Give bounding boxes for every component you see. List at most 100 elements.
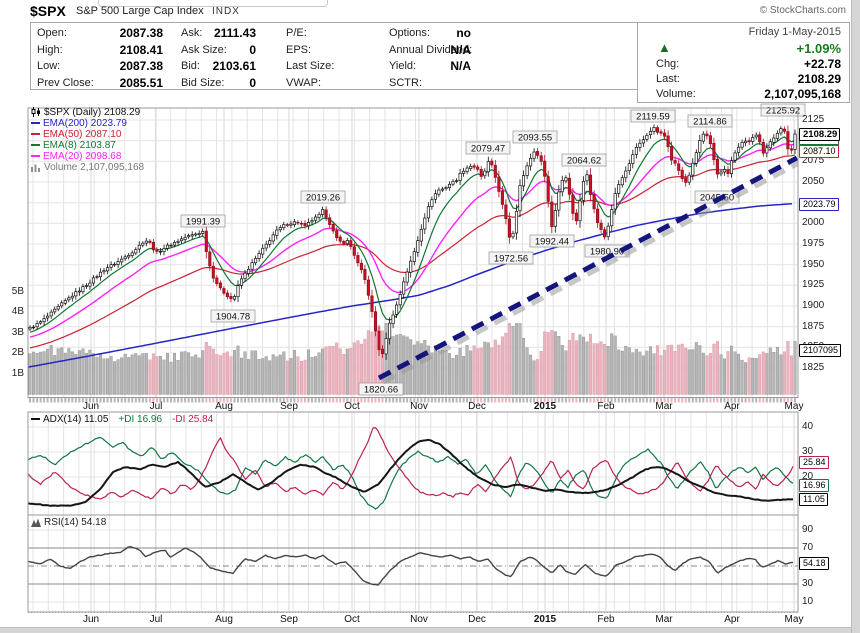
price-annotation: 2064.62: [561, 153, 607, 167]
adx-legend-item: -DI 25.84: [172, 414, 214, 425]
rsi-axis-label: 90: [802, 524, 814, 535]
svg-text:1992.44: 1992.44: [535, 237, 569, 248]
quote-field-label: Options:: [389, 27, 430, 39]
browser-tab-artifact: [98, 0, 328, 7]
x-axis-month-label: 2015: [533, 614, 557, 625]
x-axis-month-label: Sep: [280, 401, 298, 412]
price-axis-tag: 2087.10: [799, 145, 839, 158]
y-axis-label: 1900: [802, 300, 825, 311]
quote-field-value: 2085.51: [119, 75, 163, 90]
rsi-axis-label: 10: [802, 596, 814, 607]
adx-legend: ADX(14) 11.05 +DI 16.96 -DI 25.84: [31, 414, 223, 425]
quote-field-label: VWAP:: [286, 76, 322, 89]
price-axis-tag: 2107095: [799, 344, 842, 357]
price-annotation: 2019.26: [300, 190, 346, 204]
price-legend-item-text: EMA(50) 2087.10: [43, 129, 122, 140]
rsi-legend-item: RSI(14) 54.18: [31, 517, 106, 528]
line-swatch-icon: [31, 144, 40, 147]
quote-field-label: Last Size:: [286, 60, 335, 72]
quote-field-value: 2087.38: [119, 26, 163, 40]
copyright: © StockCharts.com: [759, 5, 846, 16]
price-legend-item: EMA(20) 2098.68: [31, 151, 121, 162]
x-axis-month-label: Dec: [468, 401, 486, 412]
quote-field-value: 2108.41: [119, 42, 163, 57]
quote-field-label: Bid Size:: [181, 76, 225, 89]
price-legend-item-text: EMA(20) 2098.68: [43, 151, 122, 162]
y-axis-label: 1875: [802, 320, 825, 332]
y-axis-label: 1825: [802, 362, 825, 373]
adx-axis-tag: 11.05: [799, 493, 828, 506]
svg-text:1904.78: 1904.78: [216, 312, 250, 323]
svg-text:2019.26: 2019.26: [306, 193, 340, 204]
svg-text:1820.66: 1820.66: [364, 385, 398, 396]
volume-axis-label: 1B: [11, 367, 24, 379]
price-annotation: 1992.44: [529, 234, 575, 248]
candlestick-icon: [31, 107, 40, 118]
price-legend-item-text: Volume 2,107,095,168: [44, 162, 145, 173]
rsi-legend-item-text: RSI(14) 54.18: [44, 517, 107, 528]
quote-field-value: no: [456, 26, 471, 40]
volume-label: Volume:: [656, 88, 696, 100]
price-annotation: 1991.39: [180, 214, 226, 228]
y-axis-label: 2050: [802, 176, 825, 187]
quote-field-label: High:: [37, 43, 63, 56]
quote-field-label: Bid:: [181, 60, 200, 72]
svg-text:2064.62: 2064.62: [567, 156, 601, 167]
x-axis-month-label: Mar: [655, 401, 673, 412]
price-annotation: 2114.86: [687, 114, 733, 128]
price-legend-item: $SPX (Daily) 2108.29: [31, 107, 140, 118]
quote-field-label: Open:: [37, 27, 67, 39]
x-axis-month-label: Nov: [410, 614, 428, 625]
x-axis-month-label: Feb: [597, 401, 615, 412]
price-legend-item-text: EMA(8) 2103.87: [43, 140, 116, 151]
y-axis-label: 1975: [802, 238, 825, 249]
x-axis-month-label: Jun: [82, 614, 100, 625]
window-bottom-edge: [0, 627, 860, 633]
rsi-axis-label: 30: [802, 578, 814, 589]
x-axis-month-label: May: [784, 401, 804, 412]
quote-field-value: N/A: [450, 59, 471, 73]
y-axis-label: 2000: [802, 217, 825, 229]
quote-date: Friday 1-May-2015: [748, 26, 841, 38]
y-axis-label: 1925: [802, 279, 825, 291]
quote-field-label: Low:: [37, 60, 61, 72]
price-legend-item: EMA(200) 2023.79: [31, 118, 127, 129]
quote-field-value: 2087.38: [119, 59, 163, 73]
quote-field-label: Annual Dividend:: [389, 43, 473, 56]
percent-change: +1.09%: [796, 41, 841, 56]
adx-axis-label: 20: [802, 471, 814, 482]
quote-field-label: Yield:: [389, 60, 417, 72]
volume-bars-icon: [31, 164, 40, 172]
svg-text:1972.56: 1972.56: [494, 254, 528, 265]
adx-axis-label: 30: [802, 446, 814, 457]
price-axis-tag: 2023.79: [799, 198, 839, 211]
x-axis-month-label: Nov: [410, 401, 428, 412]
y-axis-label: 2075: [802, 155, 825, 167]
quote-field-value: N/A: [450, 42, 471, 57]
quote-field-label: SCTR:: [389, 76, 422, 89]
quote-summary-box: Friday 1-May-2015 ▲ +1.09% Chg: +22.78 L…: [637, 22, 850, 103]
x-axis-month-label: Mar: [655, 614, 673, 625]
rsi-axis-tag: 54.18: [799, 557, 829, 570]
window-right-edge: [851, 0, 860, 633]
adx-axis-tag: 16.96: [799, 479, 829, 492]
last-label: Last:: [656, 73, 680, 85]
price-annotation: 2119.59: [630, 109, 676, 123]
svg-text:2114.86: 2114.86: [693, 117, 727, 128]
price-annotation: 2093.55: [512, 130, 558, 144]
volume-axis-label: 3B: [11, 326, 24, 338]
quote-field-value: 0: [249, 42, 256, 57]
quote-field-value: 2103.61: [212, 59, 256, 73]
chg-label: Chg:: [656, 58, 680, 70]
volume-value: 2,107,095,168: [764, 87, 841, 101]
y-axis-label: 1950: [802, 258, 825, 270]
svg-text:2079.47: 2079.47: [471, 144, 505, 155]
quote-field-value: 2111.43: [213, 26, 256, 40]
indicator-mountain-icon: [31, 518, 41, 527]
quote-field-value: 0: [249, 75, 256, 90]
price-axis-tag: 2108.29: [799, 128, 841, 141]
price-annotation: 2125.92: [760, 103, 806, 117]
line-swatch-icon: [31, 418, 40, 421]
